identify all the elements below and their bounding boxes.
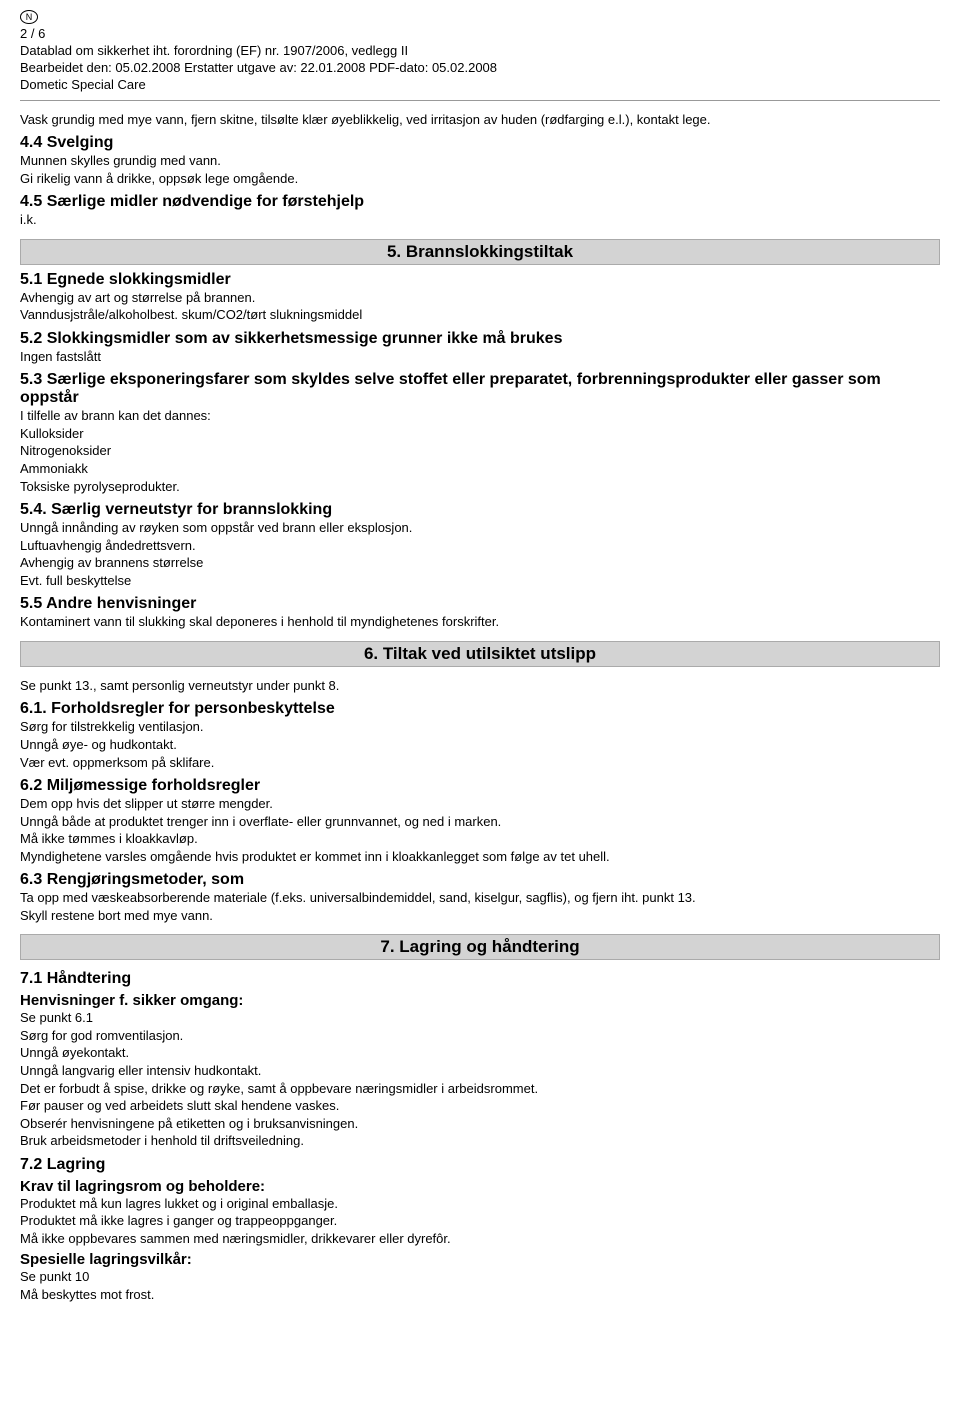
section-6-3-text: Ta opp med væskeabsorberende materiale (… xyxy=(20,889,940,907)
badge-icon: N xyxy=(20,10,38,24)
section-5-2-text: Ingen fastslått xyxy=(20,348,940,366)
section-7-title: 7. Lagring og håndtering xyxy=(20,934,940,960)
section-4-4-title: 4.4 Svelging xyxy=(20,134,940,152)
header-line-2: Bearbeidet den: 05.02.2008 Erstatter utg… xyxy=(20,60,940,77)
section-4-5-text: i.k. xyxy=(20,211,940,229)
section-4-5-title: 4.5 Særlige midler nødvendige for første… xyxy=(20,193,940,211)
section-5-3-title: 5.3 Særlige eksponeringsfarer som skylde… xyxy=(20,371,940,407)
section-5-2-title: 5.2 Slokkingsmidler som av sikkerhetsmes… xyxy=(20,330,940,348)
section-6-2-text: Unngå både at produktet trenger inn i ov… xyxy=(20,813,940,831)
section-5-4-text: Evt. full beskyttelse xyxy=(20,572,940,590)
section-7-2-sub2: Spesielle lagringsvilkår: xyxy=(20,1251,940,1268)
section-5-3-text: Ammoniakk xyxy=(20,460,940,478)
section-5-5-title: 5.5 Andre henvisninger xyxy=(20,595,940,613)
section-6-1-title: 6.1. Forholdsregler for personbeskyttels… xyxy=(20,700,940,718)
section-5-3-text: Toksiske pyrolyseprodukter. xyxy=(20,478,940,496)
header-block: N 2 / 6 Datablad om sikkerhet iht. foror… xyxy=(20,8,940,94)
section-7-1-text: Unngå øyekontakt. xyxy=(20,1044,940,1062)
section-6-2-text: Må ikke tømmes i kloakkavløp. xyxy=(20,830,940,848)
section-7-1-text: Det er forbudt å spise, drikke og røyke,… xyxy=(20,1080,940,1098)
section-5-title: 5. Brannslokkingstiltak xyxy=(20,239,940,265)
section-7-2-sub: Krav til lagringsrom og beholdere: xyxy=(20,1178,940,1195)
section-5-3-text: Kulloksider xyxy=(20,425,940,443)
section-6-1-text: Vær evt. oppmerksom på sklifare. xyxy=(20,754,940,772)
section-5-3-text: Nitrogenoksider xyxy=(20,442,940,460)
section-7-1-text: Sørg for god romventilasjon. xyxy=(20,1027,940,1045)
section-5-1-text: Avhengig av art og størrelse på brannen. xyxy=(20,289,940,307)
section-7-1-text: Bruk arbeidsmetoder i henhold til drifts… xyxy=(20,1132,940,1150)
header-line-1: Datablad om sikkerhet iht. forordning (E… xyxy=(20,43,940,60)
section-4-4-text: Munnen skylles grundig med vann. xyxy=(20,152,940,170)
section-5-4-text: Avhengig av brannens størrelse xyxy=(20,554,940,572)
section-7-1-text: Obserér henvisningene på etiketten og i … xyxy=(20,1115,940,1133)
section-7-2-title: 7.2 Lagring xyxy=(20,1156,940,1174)
section-5-1-title: 5.1 Egnede slokkingsmidler xyxy=(20,271,940,289)
section-7-1-title: 7.1 Håndtering xyxy=(20,970,940,988)
section-5-5-text: Kontaminert vann til slukking skal depon… xyxy=(20,613,940,631)
section-7-2-text: Se punkt 10 xyxy=(20,1268,940,1286)
section-6-3-title: 6.3 Rengjøringsmetoder, som xyxy=(20,871,940,889)
section-6-title: 6. Tiltak ved utilsiktet utslipp xyxy=(20,641,940,667)
section-6-2-text: Dem opp hvis det slipper ut større mengd… xyxy=(20,795,940,813)
section-5-4-title: 5.4. Særlig verneutstyr for brannslokkin… xyxy=(20,501,940,519)
section-7-1-sub: Henvisninger f. sikker omgang: xyxy=(20,992,940,1009)
section-7-1-text: Se punkt 6.1 xyxy=(20,1009,940,1027)
section-5-4-text: Luftuavhengig åndedrettsvern. xyxy=(20,537,940,555)
header-separator xyxy=(20,100,940,101)
section-7-1-text: Unngå langvarig eller intensiv hudkontak… xyxy=(20,1062,940,1080)
section-6-3-text: Skyll restene bort med mye vann. xyxy=(20,907,940,925)
section-7-1-text: Før pauser og ved arbeidets slutt skal h… xyxy=(20,1097,940,1115)
section-5-1-text: Vanndusjstråle/alkoholbest. skum/CO2/tør… xyxy=(20,306,940,324)
section-7-2-text: Må ikke oppbevares sammen med næringsmid… xyxy=(20,1230,940,1248)
section-5-4-text: Unngå innånding av røyken som oppstår ve… xyxy=(20,519,940,537)
section-6-2-title: 6.2 Miljømessige forholdsregler xyxy=(20,777,940,795)
section-6-intro: Se punkt 13., samt personlig verneutstyr… xyxy=(20,677,940,695)
section-6-2-text: Myndighetene varsles omgående hvis produ… xyxy=(20,848,940,866)
section-4-4-text: Gi rikelig vann å drikke, oppsøk lege om… xyxy=(20,170,940,188)
section-7-2-text: Produktet må kun lagres lukket og i orig… xyxy=(20,1195,940,1213)
section-6-1-text: Sørg for tilstrekkelig ventilasjon. xyxy=(20,718,940,736)
section-6-1-text: Unngå øye- og hudkontakt. xyxy=(20,736,940,754)
page-number: 2 / 6 xyxy=(20,26,940,43)
header-line-3: Dometic Special Care xyxy=(20,77,940,94)
section-7-2-text: Må beskyttes mot frost. xyxy=(20,1286,940,1304)
section-7-2-text: Produktet må ikke lagres i ganger og tra… xyxy=(20,1212,940,1230)
intro-text: Vask grundig med mye vann, fjern skitne,… xyxy=(20,111,940,129)
section-5-3-text: I tilfelle av brann kan det dannes: xyxy=(20,407,940,425)
